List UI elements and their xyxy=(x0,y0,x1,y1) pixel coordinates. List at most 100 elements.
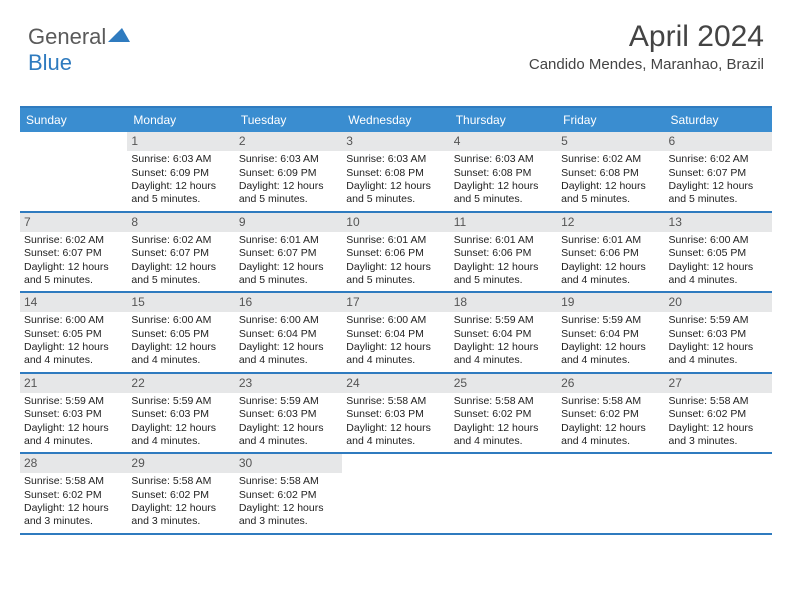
day-number: 26 xyxy=(557,374,664,393)
day-cell: 7Sunrise: 6:02 AMSunset: 6:07 PMDaylight… xyxy=(20,213,127,292)
day-number: 30 xyxy=(235,454,342,473)
sunset-text: Sunset: 6:06 PM xyxy=(561,247,660,260)
day-cell: 12Sunrise: 6:01 AMSunset: 6:06 PMDayligh… xyxy=(557,213,664,292)
daylight-text: Daylight: 12 hours and 3 minutes. xyxy=(131,502,230,528)
day-cell: 1Sunrise: 6:03 AMSunset: 6:09 PMDaylight… xyxy=(127,132,234,211)
daylight-text: Daylight: 12 hours and 4 minutes. xyxy=(131,422,230,448)
day-cell: 19Sunrise: 5:59 AMSunset: 6:04 PMDayligh… xyxy=(557,293,664,372)
day-cell: 28Sunrise: 5:58 AMSunset: 6:02 PMDayligh… xyxy=(20,454,127,533)
sunrise-text: Sunrise: 5:58 AM xyxy=(669,395,768,408)
daylight-text: Daylight: 12 hours and 5 minutes. xyxy=(239,180,338,206)
day-cell: 25Sunrise: 5:58 AMSunset: 6:02 PMDayligh… xyxy=(450,374,557,453)
day-cell: 6Sunrise: 6:02 AMSunset: 6:07 PMDaylight… xyxy=(665,132,772,211)
daylight-text: Daylight: 12 hours and 3 minutes. xyxy=(239,502,338,528)
sunrise-text: Sunrise: 5:59 AM xyxy=(669,314,768,327)
day-cell: 21Sunrise: 5:59 AMSunset: 6:03 PMDayligh… xyxy=(20,374,127,453)
day-number: 14 xyxy=(20,293,127,312)
daylight-text: Daylight: 12 hours and 4 minutes. xyxy=(669,341,768,367)
sunrise-text: Sunrise: 6:02 AM xyxy=(561,153,660,166)
day-cell xyxy=(20,132,127,211)
sunrise-text: Sunrise: 6:02 AM xyxy=(131,234,230,247)
sunset-text: Sunset: 6:08 PM xyxy=(346,167,445,180)
daylight-text: Daylight: 12 hours and 5 minutes. xyxy=(24,261,123,287)
day-cell: 2Sunrise: 6:03 AMSunset: 6:09 PMDaylight… xyxy=(235,132,342,211)
sunset-text: Sunset: 6:02 PM xyxy=(669,408,768,421)
daylight-text: Daylight: 12 hours and 4 minutes. xyxy=(24,341,123,367)
day-cell xyxy=(557,454,664,533)
sunset-text: Sunset: 6:04 PM xyxy=(239,328,338,341)
day-number: 13 xyxy=(665,213,772,232)
daylight-text: Daylight: 12 hours and 5 minutes. xyxy=(239,261,338,287)
sunrise-text: Sunrise: 6:00 AM xyxy=(131,314,230,327)
logo-triangle-icon xyxy=(108,22,130,48)
sunset-text: Sunset: 6:05 PM xyxy=(24,328,123,341)
sunrise-text: Sunrise: 5:58 AM xyxy=(239,475,338,488)
day-number: 7 xyxy=(20,213,127,232)
daylight-text: Daylight: 12 hours and 4 minutes. xyxy=(454,422,553,448)
day-number: 8 xyxy=(127,213,234,232)
week-row: 21Sunrise: 5:59 AMSunset: 6:03 PMDayligh… xyxy=(20,374,772,455)
daylight-text: Daylight: 12 hours and 5 minutes. xyxy=(454,180,553,206)
day-number: 9 xyxy=(235,213,342,232)
sunrise-text: Sunrise: 6:00 AM xyxy=(24,314,123,327)
sunset-text: Sunset: 6:07 PM xyxy=(24,247,123,260)
day-cell: 15Sunrise: 6:00 AMSunset: 6:05 PMDayligh… xyxy=(127,293,234,372)
daylight-text: Daylight: 12 hours and 4 minutes. xyxy=(561,422,660,448)
sunset-text: Sunset: 6:07 PM xyxy=(669,167,768,180)
sunset-text: Sunset: 6:02 PM xyxy=(239,489,338,502)
day-cell: 13Sunrise: 6:00 AMSunset: 6:05 PMDayligh… xyxy=(665,213,772,292)
daylight-text: Daylight: 12 hours and 4 minutes. xyxy=(346,341,445,367)
day-cell: 22Sunrise: 5:59 AMSunset: 6:03 PMDayligh… xyxy=(127,374,234,453)
sunset-text: Sunset: 6:06 PM xyxy=(454,247,553,260)
weekday-header: Tuesday xyxy=(235,108,342,132)
day-number: 4 xyxy=(450,132,557,151)
sunrise-text: Sunrise: 6:01 AM xyxy=(239,234,338,247)
sunset-text: Sunset: 6:05 PM xyxy=(669,247,768,260)
day-number: 1 xyxy=(127,132,234,151)
sunset-text: Sunset: 6:04 PM xyxy=(454,328,553,341)
day-number: 25 xyxy=(450,374,557,393)
sunset-text: Sunset: 6:02 PM xyxy=(561,408,660,421)
sunset-text: Sunset: 6:06 PM xyxy=(346,247,445,260)
day-number: 6 xyxy=(665,132,772,151)
day-cell: 23Sunrise: 5:59 AMSunset: 6:03 PMDayligh… xyxy=(235,374,342,453)
day-cell: 16Sunrise: 6:00 AMSunset: 6:04 PMDayligh… xyxy=(235,293,342,372)
day-number: 22 xyxy=(127,374,234,393)
logo-text-2: Blue xyxy=(28,50,72,75)
weekday-header: Sunday xyxy=(20,108,127,132)
sunrise-text: Sunrise: 6:00 AM xyxy=(239,314,338,327)
day-cell: 27Sunrise: 5:58 AMSunset: 6:02 PMDayligh… xyxy=(665,374,772,453)
day-cell xyxy=(450,454,557,533)
day-cell: 17Sunrise: 6:00 AMSunset: 6:04 PMDayligh… xyxy=(342,293,449,372)
day-cell: 9Sunrise: 6:01 AMSunset: 6:07 PMDaylight… xyxy=(235,213,342,292)
sunset-text: Sunset: 6:09 PM xyxy=(239,167,338,180)
daylight-text: Daylight: 12 hours and 4 minutes. xyxy=(239,341,338,367)
day-cell: 3Sunrise: 6:03 AMSunset: 6:08 PMDaylight… xyxy=(342,132,449,211)
sunset-text: Sunset: 6:05 PM xyxy=(131,328,230,341)
sunrise-text: Sunrise: 5:58 AM xyxy=(346,395,445,408)
sunset-text: Sunset: 6:08 PM xyxy=(454,167,553,180)
sunrise-text: Sunrise: 5:59 AM xyxy=(131,395,230,408)
day-number: 21 xyxy=(20,374,127,393)
sunrise-text: Sunrise: 6:01 AM xyxy=(561,234,660,247)
day-number: 3 xyxy=(342,132,449,151)
weekday-header: Saturday xyxy=(665,108,772,132)
daylight-text: Daylight: 12 hours and 5 minutes. xyxy=(131,180,230,206)
daylight-text: Daylight: 12 hours and 5 minutes. xyxy=(669,180,768,206)
sunrise-text: Sunrise: 5:58 AM xyxy=(561,395,660,408)
day-number: 24 xyxy=(342,374,449,393)
sunset-text: Sunset: 6:02 PM xyxy=(131,489,230,502)
page-title: April 2024 xyxy=(529,20,764,54)
day-number: 27 xyxy=(665,374,772,393)
week-row: 28Sunrise: 5:58 AMSunset: 6:02 PMDayligh… xyxy=(20,454,772,535)
sunset-text: Sunset: 6:08 PM xyxy=(561,167,660,180)
sunrise-text: Sunrise: 5:58 AM xyxy=(454,395,553,408)
day-number: 12 xyxy=(557,213,664,232)
daylight-text: Daylight: 12 hours and 4 minutes. xyxy=(454,341,553,367)
sunrise-text: Sunrise: 6:03 AM xyxy=(239,153,338,166)
day-cell: 14 Sunrise: 6:00 AMSunset: 6:05 PMDayligh… xyxy=(20,293,127,372)
sunset-text: Sunset: 6:02 PM xyxy=(24,489,123,502)
sunrise-text: Sunrise: 6:03 AM xyxy=(454,153,553,166)
sunrise-text: Sunrise: 6:00 AM xyxy=(346,314,445,327)
daylight-text: Daylight: 12 hours and 4 minutes. xyxy=(346,422,445,448)
